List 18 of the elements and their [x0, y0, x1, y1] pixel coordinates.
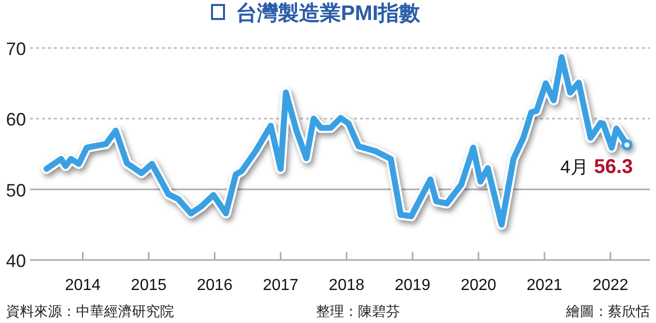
x-tick-label: 2022 — [592, 277, 628, 294]
y-tick-label: 70 — [6, 39, 26, 59]
x-tick-label: 2016 — [196, 277, 233, 294]
text: 整理：陳碧芬 — [316, 303, 400, 319]
x-tick-label: 2015 — [130, 277, 167, 294]
x-tick-label: 2019 — [394, 277, 430, 294]
y-tick-label: 40 — [6, 251, 26, 271]
y-tick-label: 50 — [6, 180, 26, 200]
x-tick-label: 2021 — [526, 277, 562, 294]
x-tick-label: 2018 — [328, 277, 364, 294]
y-tick-label: 60 — [6, 110, 26, 130]
source-note: 資料來源：中華經濟研究院 — [6, 303, 174, 319]
x-tick-label: 2017 — [262, 277, 299, 294]
text: 繪圖：蔡欣恬 — [565, 303, 650, 319]
x-tick-label: 2020 — [460, 277, 496, 294]
x-tick-label: 2014 — [64, 277, 101, 294]
chart-title: 台灣製造業PMI指數 — [236, 1, 422, 25]
annotation: 4月 56.3 — [560, 156, 633, 178]
